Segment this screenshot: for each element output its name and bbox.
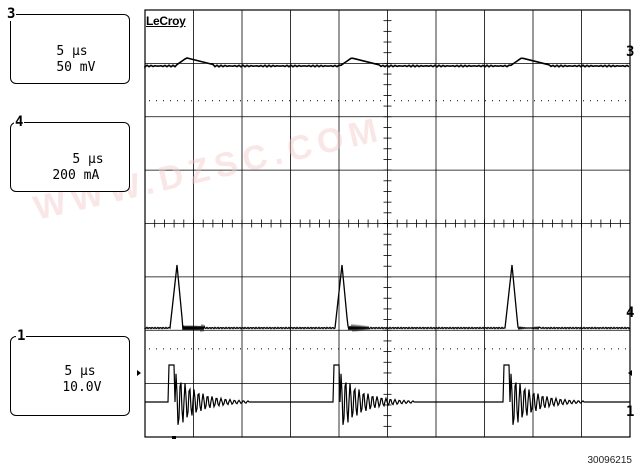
trace-channel-3 [144, 57, 630, 69]
figure-id: 30096215 [587, 455, 633, 466]
ref-marker-1: 1 [626, 404, 635, 420]
channel-4-number: 4 [14, 114, 25, 130]
channel-4-scale: 200 mA [52, 168, 100, 183]
trace-channel-4 [144, 264, 631, 333]
channel-1-number: 1 [16, 328, 27, 344]
ref-marker-4: 4 [626, 305, 635, 321]
channel-3-timebase: 5 μs [56, 44, 88, 59]
level-pointer-right [628, 370, 632, 376]
channel-3-number: 3 [6, 6, 17, 22]
channel-1-box[interactable]: 5 μs 10.0V [10, 336, 130, 416]
channel-1-timebase: 5 μs [64, 364, 96, 379]
trace-channel-1 [145, 364, 630, 425]
waveform-traces [137, 57, 632, 439]
ref-marker-3: 3 [626, 44, 635, 60]
channel-1-scale: 10.0V [62, 380, 102, 395]
trigger-marker [172, 436, 176, 439]
channel-4-timebase: 5 μs [72, 152, 104, 167]
level-pointer-left [137, 370, 141, 376]
brand-logo: LeCroy [146, 14, 186, 28]
channel-3-scale: 50 mV [56, 60, 96, 75]
channel-3-box[interactable]: 5 μs 50 mV [10, 14, 130, 84]
channel-4-box[interactable]: 5 μs 200 mA [10, 122, 130, 192]
graticule [144, 9, 631, 438]
